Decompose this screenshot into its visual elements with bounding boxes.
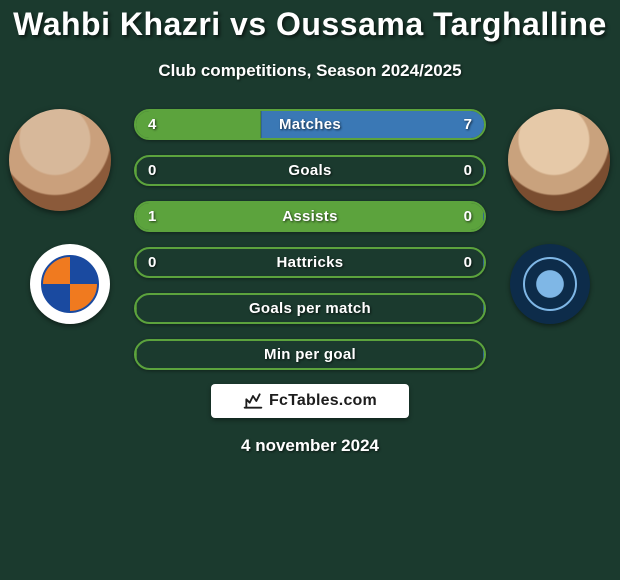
brand-badge: FcTables.com <box>211 384 409 418</box>
stat-label: Assists <box>136 203 484 230</box>
club-right-logo <box>510 244 590 324</box>
stat-label: Hattricks <box>136 249 484 276</box>
club-left-logo-inner <box>41 255 99 313</box>
stat-bar: 00Hattricks <box>134 247 486 278</box>
stat-label: Goals per match <box>136 295 484 322</box>
page-subtitle: Club competitions, Season 2024/2025 <box>158 61 461 81</box>
footer-date: 4 november 2024 <box>241 436 379 456</box>
stat-label: Matches <box>136 111 484 138</box>
stat-label: Goals <box>136 157 484 184</box>
player-right-avatar <box>508 109 610 211</box>
stat-bar: 10Assists <box>134 201 486 232</box>
stat-bar: 00Goals <box>134 155 486 186</box>
player-left-avatar <box>9 109 111 211</box>
stat-bars: 47Matches 00Goals 10Assists 00Hattricks Goal… <box>134 109 486 370</box>
stat-bar: Min per goal <box>134 339 486 370</box>
brand-text: FcTables.com <box>269 392 377 410</box>
stat-label: Min per goal <box>136 341 484 368</box>
brand-icon <box>243 391 263 411</box>
stat-bar: 47Matches <box>134 109 486 140</box>
club-right-logo-inner <box>523 257 577 311</box>
comparison-card: Wahbi Khazri vs Oussama Targhalline Club… <box>0 0 620 580</box>
club-left-logo <box>30 244 110 324</box>
stat-bar: Goals per match <box>134 293 486 324</box>
page-title: Wahbi Khazri vs Oussama Targhalline <box>13 6 607 43</box>
content: 47Matches 00Goals 10Assists 00Hattricks Goal… <box>0 109 620 370</box>
